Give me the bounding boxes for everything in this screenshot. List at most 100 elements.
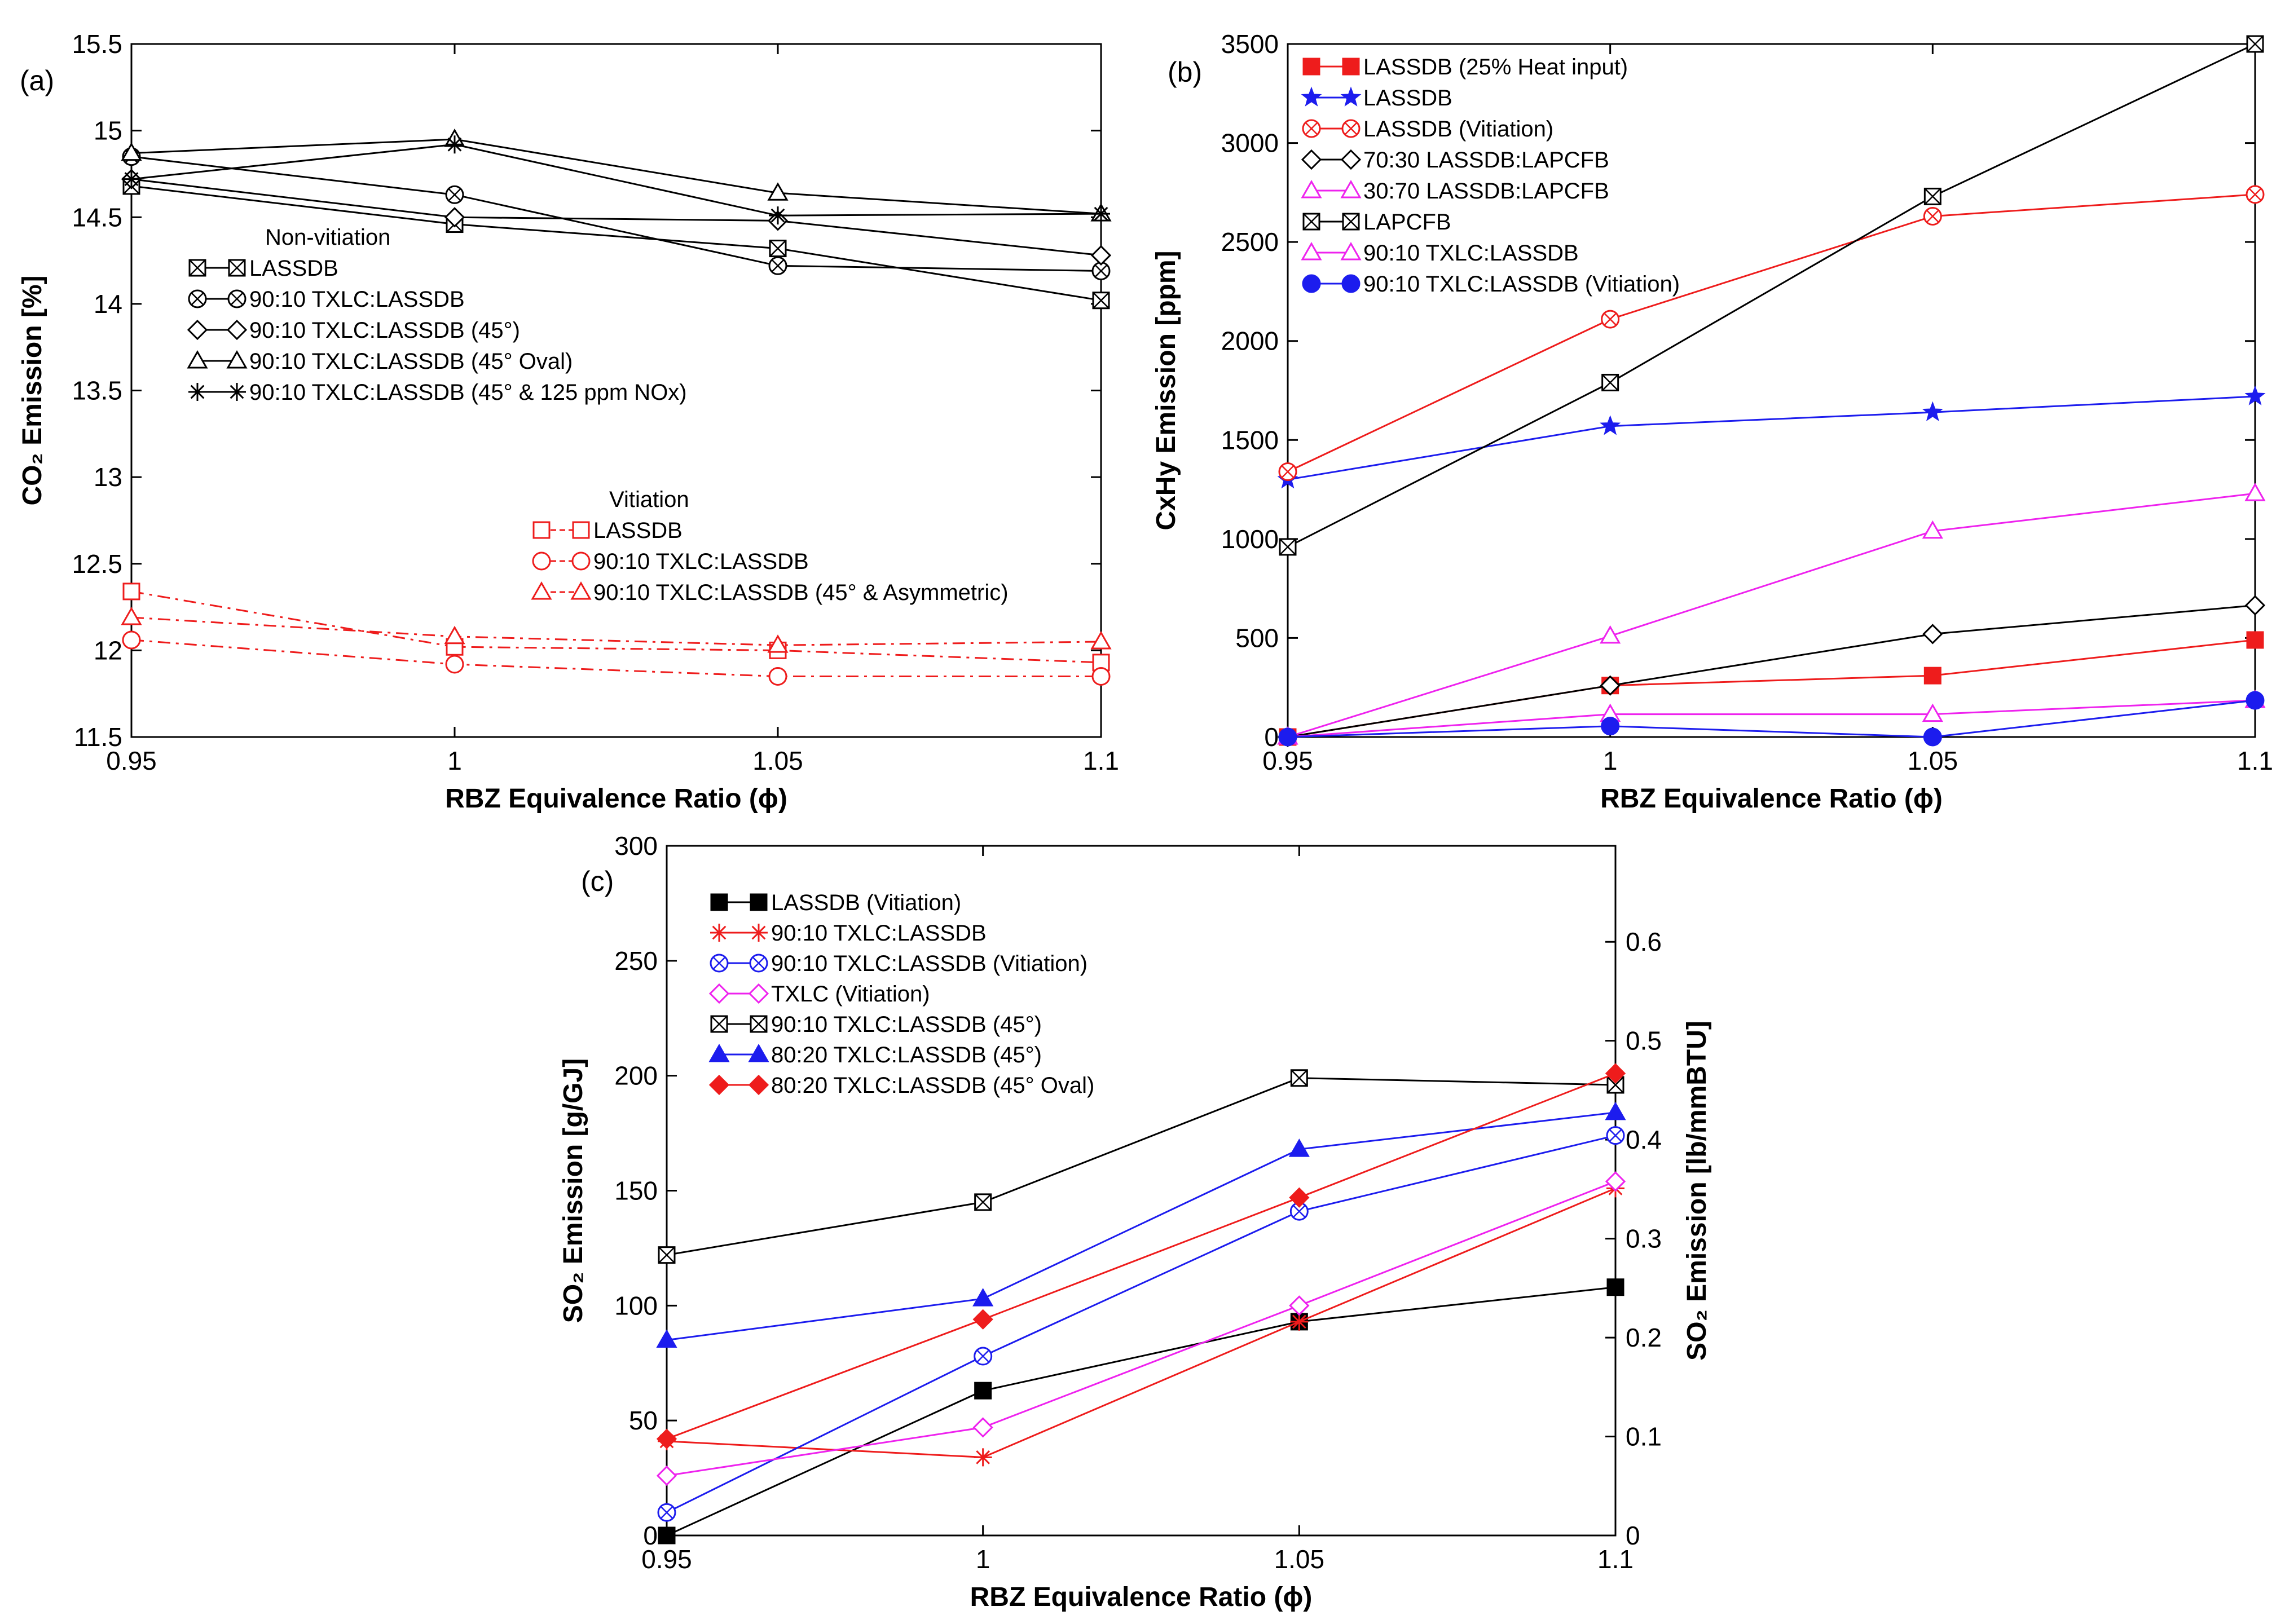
legend-entry: 90:10 TXLC:LASSDB [1363, 241, 1579, 266]
series-4 [122, 135, 1110, 225]
legend-marker [1342, 58, 1360, 76]
plot-area [666, 845, 1617, 1537]
legend-marker-shape [531, 581, 552, 600]
x-tick-label: 1.05 [752, 746, 803, 775]
legend-marker [187, 350, 208, 369]
data-point [1090, 630, 1112, 650]
series-line [1287, 193, 2256, 473]
data-point-shape [1288, 1138, 1310, 1157]
legend-marker [188, 289, 207, 308]
data-point [122, 582, 140, 601]
legend-marker [188, 259, 206, 277]
legend-marker [532, 521, 551, 539]
legend-entry: 90:10 TXLC:LASSDB (45° Oval) [249, 349, 573, 374]
legend-marker [749, 954, 768, 973]
legend-marker [1342, 213, 1360, 231]
y2-tick-label: 0.5 [1626, 1026, 1662, 1056]
y-tick-label: 200 [614, 1061, 658, 1091]
legend-group-title: Vitiation [609, 487, 689, 512]
data-point [768, 667, 787, 686]
data-point-shape [1600, 625, 1621, 644]
legend-marker-shape [226, 319, 248, 341]
data-point [974, 1382, 992, 1400]
legend-marker-shape [710, 893, 728, 911]
x-tick-label: 1.05 [1908, 746, 1958, 775]
legend-entry: 30:70 LASSDB:LAPCFB [1363, 179, 1609, 204]
data-point-shape [1600, 675, 1621, 696]
legend-entry: 90:10 TXLC:LASSDB (45°) [771, 1012, 1042, 1037]
data-point-shape [1090, 630, 1112, 650]
data-point [972, 1288, 994, 1307]
data-point-shape [122, 170, 140, 188]
series-line [131, 143, 1102, 217]
y-tick-label: 500 [1235, 623, 1279, 652]
data-point-shape [1922, 624, 1943, 645]
data-point [122, 630, 141, 650]
legend-marker-cross [750, 1016, 767, 1032]
data-point-cross [1292, 1204, 1306, 1218]
legend-marker-shape [532, 551, 551, 571]
x-tick-label: 0.95 [1262, 746, 1313, 775]
y-tick-label: 250 [614, 946, 658, 976]
data-point [769, 240, 787, 258]
legend-entry: 90:10 TXLC:LASSDB [593, 549, 809, 574]
series-line [666, 1111, 1616, 1341]
data-point-shape [122, 582, 140, 601]
data-point-shape [767, 182, 789, 201]
legend-marker [1340, 241, 1362, 261]
data-point-cross [769, 240, 786, 257]
legend-entry: 90:10 TXLC:LASSDB (Vitiation) [1363, 272, 1680, 297]
data-point-cross [1607, 1076, 1624, 1093]
data-point-cross [1924, 188, 1941, 205]
data-point [1922, 401, 1943, 421]
data-point [444, 625, 465, 645]
legend-marker [710, 1015, 728, 1033]
data-point-cross [658, 1246, 675, 1264]
y-tick-label: 1000 [1221, 524, 1279, 554]
legend-marker-shape [1341, 274, 1361, 293]
data-point [1090, 245, 1112, 266]
data-point-cross [1093, 292, 1110, 309]
data-point [2246, 691, 2265, 710]
legend-marker-cross [1344, 122, 1358, 135]
series-5 [1279, 35, 2264, 556]
y-tick-label: 0 [1264, 722, 1279, 752]
legend-marker [1302, 274, 1321, 293]
data-point [974, 1193, 992, 1211]
series-line [1287, 699, 2256, 738]
legend-marker [1340, 86, 1362, 107]
legend-marker-shape [1342, 58, 1360, 76]
y2-tick-label: 0.6 [1626, 927, 1662, 956]
legend-marker-shape [1340, 86, 1362, 107]
data-point [656, 1329, 677, 1348]
legend-marker [1340, 149, 1362, 170]
data-point [1922, 520, 1943, 539]
legend-entry: 70:30 LASSDB:LAPCFB [1363, 148, 1609, 173]
data-point-cross [1291, 1069, 1308, 1087]
legend-marker-shape [1302, 58, 1320, 76]
legend-entry: LASSDB (Vitiation) [771, 890, 961, 915]
legend-marker [531, 581, 552, 600]
legend-marker-cross [1342, 213, 1359, 230]
y-tick-label: 12 [94, 636, 122, 665]
data-point [1092, 292, 1110, 310]
series-2 [657, 1126, 1625, 1522]
x-tick-label: 1 [1603, 746, 1618, 775]
y-tick-label: 14.5 [72, 202, 122, 232]
legend-marker [1341, 119, 1361, 138]
legend: Non-vitiation LASSDB 90:10 TXLC:LASSDB 90:1… [187, 225, 1009, 605]
data-point-shape [445, 655, 464, 674]
data-point [974, 1347, 993, 1366]
data-point-shape [2244, 385, 2266, 405]
legend-marker-cross [189, 259, 206, 276]
legend-marker-cross [1303, 213, 1320, 230]
y-tick-label: 3500 [1221, 29, 1279, 59]
legend-marker [748, 1074, 769, 1096]
legend-marker [228, 259, 246, 277]
data-point-shape [1605, 1101, 1626, 1120]
data-point-shape [1278, 727, 1297, 747]
legend-marker-shape [187, 319, 208, 341]
data-point-shape [1289, 1295, 1310, 1316]
data-point [974, 1448, 992, 1467]
data-point [1288, 1138, 1310, 1157]
